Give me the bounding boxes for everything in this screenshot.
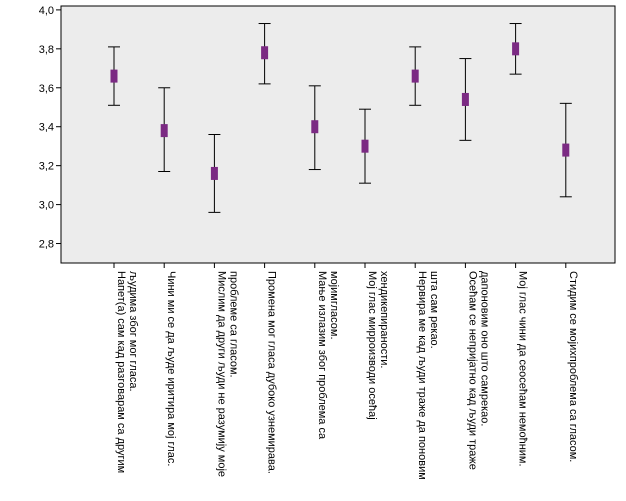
y-tick-label: 2,8 <box>39 239 54 251</box>
category-label-line: Мање излазим због проблема са <box>316 271 328 440</box>
category-label-line: Промена мог гласа дубоко узнемирава. <box>266 271 278 474</box>
mean-marker <box>311 120 319 134</box>
mean-marker <box>210 166 218 180</box>
mean-marker <box>411 69 419 83</box>
mean-marker <box>562 143 570 157</box>
category-label-line: Чини ми се да људе иритира мој глас. <box>165 271 177 466</box>
category-label: Промена мог гласа дубоко узнемирава. <box>266 271 278 474</box>
category-label-line: Осећам се непријатно кад људи траже <box>466 271 478 470</box>
mean-marker <box>461 92 469 106</box>
plot-area <box>60 5 616 264</box>
category-label: Мање излазим због проблема са мојимгласом… <box>316 271 340 440</box>
category-label-line: мојимгласом. <box>328 271 340 340</box>
y-tick-label: 3,2 <box>39 161 54 173</box>
category-label: Чини ми се да људе иритира мој глас. <box>165 271 177 466</box>
mean-marker <box>512 42 520 56</box>
y-tick-label: 3,4 <box>39 122 54 134</box>
category-label-line: Стидим се мојихпроблема са гласом. <box>567 271 579 462</box>
category-labels: Напет(а) сам кад разговарам са другим људ… <box>115 271 579 480</box>
category-label-line: дапоновим оно што самрекао. <box>478 271 490 426</box>
category-label-line: Мислим да други људи не разумију моје <box>215 271 227 477</box>
category-label-line: хендикепираности. <box>378 271 390 368</box>
mean-marker <box>160 124 168 138</box>
y-tick-label: 3,0 <box>39 200 54 212</box>
category-label-line: проблеме са гласом. <box>227 271 239 378</box>
category-label-line: Нервира ме кад људи траже да поновим <box>416 271 428 480</box>
y-tick-label: 4,0 <box>39 5 54 17</box>
category-label-line: Мој глас чини да сеосећам немоћним. <box>517 271 529 467</box>
category-label: Напет(а) сам кад разговарам са другим људ… <box>115 271 139 473</box>
y-tick-label: 3,8 <box>39 44 54 56</box>
category-label: Стидим се мојихпроблема са гласом. <box>567 271 579 462</box>
category-label: Нервира ме кад људи траже да поновим шта … <box>416 271 440 480</box>
category-label: Мислим да други људи не разумију моје про… <box>215 271 239 477</box>
x-axis <box>113 263 567 268</box>
category-label-line: шта сам рекао. <box>428 271 440 349</box>
y-tick-label: 3,6 <box>39 83 54 95</box>
mean-marker <box>361 139 369 153</box>
category-label: Осећам се непријатно кад људи траже дапон… <box>466 271 490 470</box>
mean-marker <box>261 46 269 60</box>
mean-markers <box>110 42 570 180</box>
category-label: Мој глас чини да сеосећам немоћним. <box>517 271 529 467</box>
category-label: Мој глас миpроизводи осећај хендикепирано… <box>366 271 390 420</box>
y-axis: 2,8 3,0 3,2 3,4 3,6 3,8 4,0 <box>39 5 61 251</box>
category-label-line: Мој глас миpроизводи осећај <box>366 271 378 420</box>
category-label-line: Напет(а) сам кад разговарам са другим <box>115 271 127 473</box>
mean-marker <box>110 69 118 83</box>
category-label-line: људима због мог гласа. <box>127 271 139 392</box>
